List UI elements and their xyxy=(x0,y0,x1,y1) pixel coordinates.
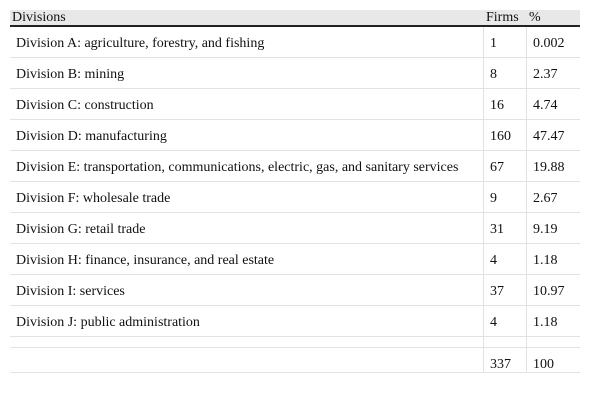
table-row: Division E: transportation, communicatio… xyxy=(10,151,580,182)
table-cell: 2.67 xyxy=(533,191,558,206)
table-cell: 1.18 xyxy=(533,253,558,268)
table-cell: 0.002 xyxy=(533,36,565,51)
table-row: Division I: services 37 10.97 xyxy=(10,275,580,306)
table-cell: 4 xyxy=(484,306,527,336)
table-cell: Division J: public administration xyxy=(10,306,484,336)
table-cell: Division G: retail trade xyxy=(10,213,484,243)
table-cell: 160 xyxy=(484,120,527,150)
table-row: Division H: finance, insurance, and real… xyxy=(10,244,580,275)
table-row: Division G: retail trade 31 9.19 xyxy=(10,213,580,244)
table-cell: 9.19 xyxy=(533,222,558,237)
table: Divisions Firms % Division A: agricultur… xyxy=(10,10,580,373)
table-cell: 2.37 xyxy=(533,67,558,82)
header-row: Divisions Firms % xyxy=(10,10,580,27)
table-cell: Division H: finance, insurance, and real… xyxy=(10,244,484,274)
table-row: Division B: mining 8 2.37 xyxy=(10,58,580,89)
header-cell: % xyxy=(529,10,541,25)
header-cell: Divisions xyxy=(12,10,66,25)
table-cell: 47.47 xyxy=(533,129,565,144)
header-cell: Firms xyxy=(486,10,519,25)
table-cell: Division I: services xyxy=(10,275,484,305)
table-cell: Division E: transportation, communicatio… xyxy=(10,151,484,181)
table-cell: 16 xyxy=(484,89,527,119)
table-cell: 67 xyxy=(484,151,527,181)
table-cell: 9 xyxy=(484,182,527,212)
table-row: Division D: manufacturing 160 47.47 xyxy=(10,120,580,151)
table-cell: 10.97 xyxy=(533,284,565,299)
table-cell: Division C: construction xyxy=(10,89,484,119)
spacer-row xyxy=(10,337,580,348)
total-label-cell xyxy=(10,348,484,372)
table-cell: Division B: mining xyxy=(10,58,484,88)
table-cell: 19.88 xyxy=(533,160,565,175)
table-row: Division A: agriculture, forestry, and f… xyxy=(10,27,580,58)
table-cell: Division F: wholesale trade xyxy=(10,182,484,212)
table-row: Division J: public administration 4 1.18 xyxy=(10,306,580,337)
table-cell: 4.74 xyxy=(533,98,558,113)
total-cell: 100 xyxy=(533,357,554,372)
total-cell: 337 xyxy=(484,348,527,372)
table-cell: 8 xyxy=(484,58,527,88)
table-cell: 1 xyxy=(484,27,527,57)
table-body: Division A: agriculture, forestry, and f… xyxy=(10,27,580,337)
table-cell: 37 xyxy=(484,275,527,305)
table-cell: 31 xyxy=(484,213,527,243)
table-cell: 1.18 xyxy=(533,315,558,330)
table-cell: Division D: manufacturing xyxy=(10,120,484,150)
table-row: Division C: construction 16 4.74 xyxy=(10,89,580,120)
total-row: 337 100 xyxy=(10,348,580,373)
table-cell: Division A: agriculture, forestry, and f… xyxy=(10,27,484,57)
table-row: Division F: wholesale trade 9 2.67 xyxy=(10,182,580,213)
table-cell: 4 xyxy=(484,244,527,274)
